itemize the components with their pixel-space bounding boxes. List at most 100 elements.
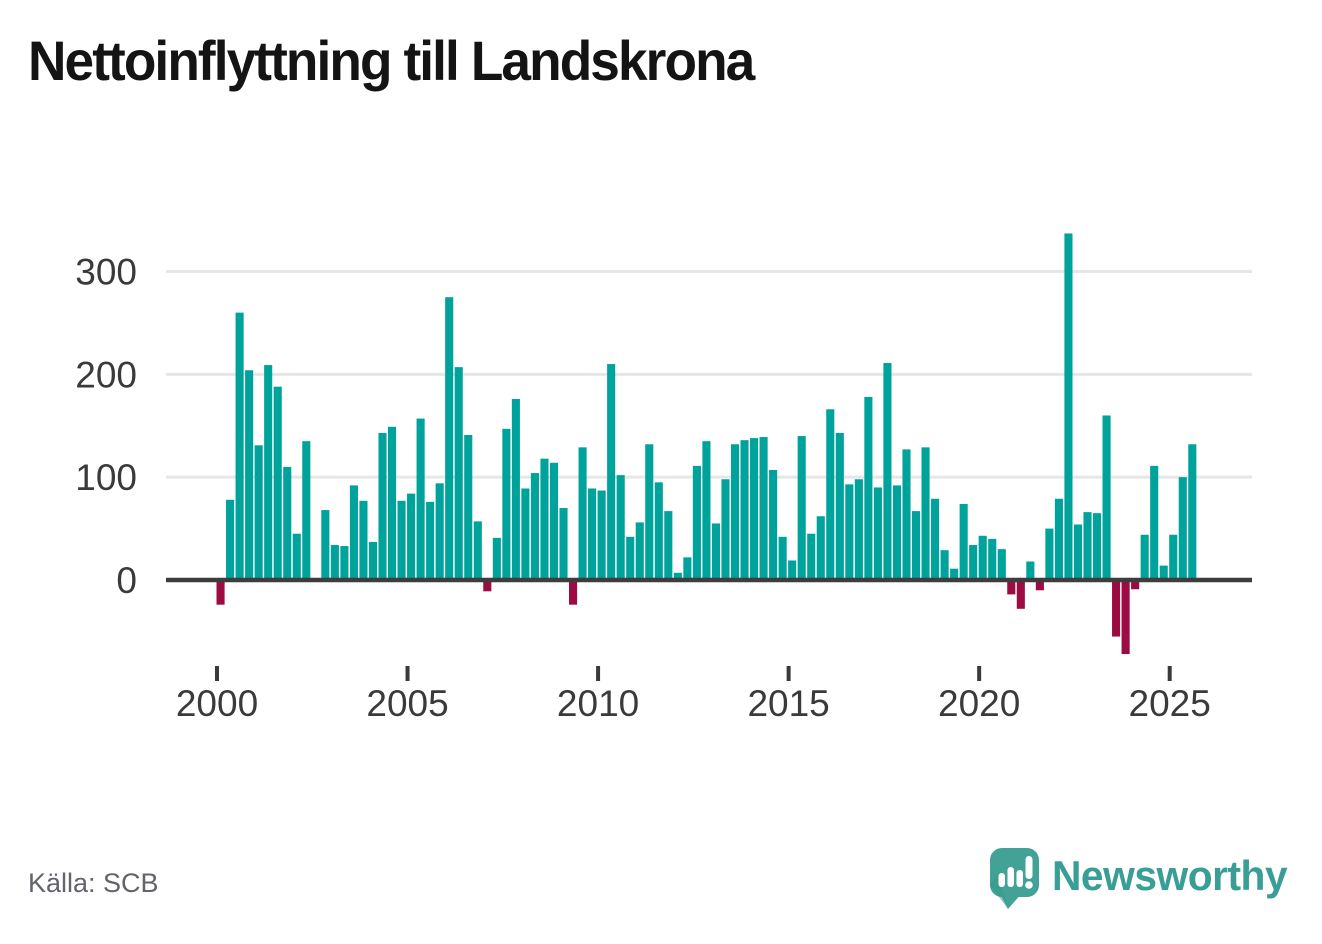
newsworthy-logo-icon [989, 848, 1039, 909]
chart-title: Nettoinflyttning till Landskrona [28, 29, 755, 92]
bar [1073, 524, 1083, 580]
bar [921, 447, 930, 580]
bar [530, 473, 539, 580]
bar [864, 396, 873, 580]
bar [883, 363, 892, 580]
bar [226, 499, 235, 580]
bar [940, 550, 949, 580]
x-axis-tick-label: 2005 [366, 683, 448, 724]
bar [407, 493, 416, 580]
bar [950, 568, 959, 580]
bar [911, 511, 921, 580]
bar [359, 500, 368, 580]
x-axis-tick-label: 2025 [1129, 683, 1211, 724]
source-label: Källa: SCB [28, 868, 159, 898]
bar [216, 580, 225, 605]
bar [454, 367, 463, 580]
bar [1140, 534, 1149, 580]
bar [692, 465, 701, 580]
bar [264, 365, 273, 580]
bar [1083, 512, 1092, 580]
bar [645, 444, 654, 580]
bar [464, 435, 473, 580]
y-axis-tick-label: 0 [116, 560, 137, 601]
bar [607, 364, 616, 580]
x-axis-tick-label: 2000 [176, 683, 258, 724]
bar [245, 370, 254, 580]
bar [292, 533, 301, 580]
bar [1169, 534, 1178, 580]
bar [1035, 580, 1044, 591]
bar [1188, 444, 1197, 580]
bar [349, 485, 358, 580]
bar [368, 541, 378, 580]
bar [283, 466, 292, 580]
bar [673, 572, 682, 580]
bar [854, 479, 863, 580]
bar [807, 533, 816, 580]
bar [750, 438, 759, 580]
bar [511, 399, 520, 580]
bar [759, 437, 768, 580]
bar [835, 432, 844, 580]
bar [873, 487, 882, 580]
x-axis-tick-label: 2020 [938, 683, 1020, 724]
bar [445, 297, 454, 580]
bar [931, 498, 940, 580]
bar [1102, 415, 1111, 580]
bar [521, 488, 530, 580]
bar [1159, 565, 1168, 580]
bar [797, 436, 806, 580]
bar [1045, 528, 1054, 580]
bar [988, 538, 997, 580]
bar [588, 488, 597, 580]
bar [254, 445, 263, 580]
bar [978, 535, 987, 580]
bar [721, 479, 730, 580]
bar [664, 511, 673, 580]
bar [1092, 513, 1102, 580]
bar [1150, 465, 1159, 580]
bar [426, 501, 435, 580]
bar [1016, 580, 1025, 609]
bar [635, 522, 644, 580]
x-axis-tick-label: 2015 [747, 683, 829, 724]
bar [626, 536, 635, 580]
bar [969, 545, 978, 580]
bar [302, 441, 311, 580]
bar [683, 557, 692, 580]
bar [711, 523, 721, 580]
bar [1026, 561, 1035, 580]
bar [540, 458, 549, 580]
bar [997, 549, 1006, 580]
bar [826, 409, 835, 580]
bar [902, 449, 911, 580]
y-axis-tick-label: 200 [75, 354, 137, 395]
bar [778, 536, 787, 580]
bar [549, 462, 559, 580]
bar [387, 426, 397, 580]
bar [1178, 477, 1187, 580]
bar [740, 440, 749, 580]
bar [502, 428, 511, 580]
brand-lockup: Newsworthy [988, 840, 1294, 912]
bar [597, 490, 606, 580]
bar [959, 503, 968, 580]
bar [892, 485, 902, 580]
bar [702, 441, 711, 580]
bar [435, 483, 444, 580]
bar [473, 521, 482, 580]
bar [816, 516, 825, 580]
bar [1054, 498, 1063, 580]
bar [788, 560, 797, 580]
bar [273, 386, 282, 580]
bar [1112, 580, 1121, 637]
bar [330, 545, 339, 580]
bar [730, 444, 740, 580]
bar [1007, 580, 1016, 595]
bar [559, 508, 568, 580]
bar [1064, 233, 1073, 581]
bar [1131, 580, 1140, 590]
bar [378, 432, 387, 580]
